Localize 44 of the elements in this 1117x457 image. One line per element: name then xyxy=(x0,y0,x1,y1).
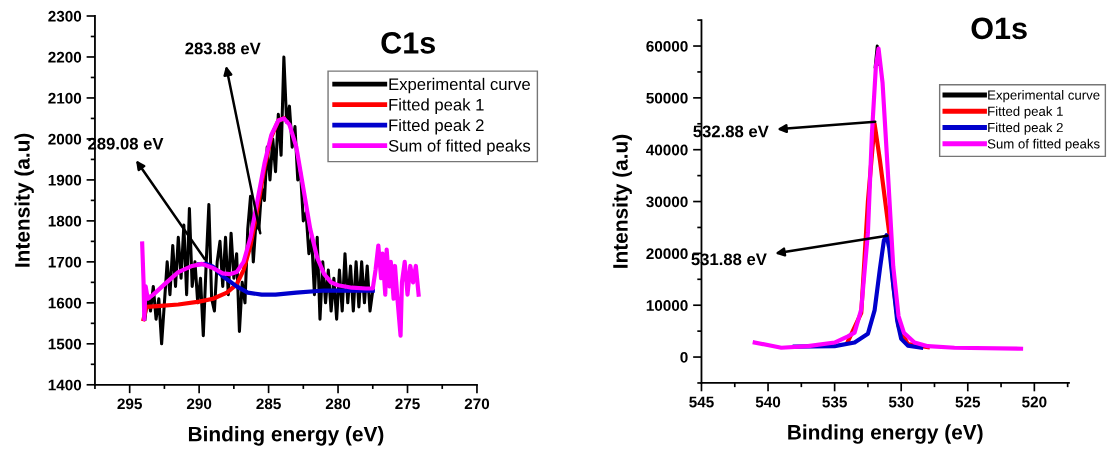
legend-label: Fitted peak 2 xyxy=(988,122,1063,135)
legend-label: Fitted peak 1 xyxy=(389,98,484,114)
y-tick-label: 1700 xyxy=(48,256,82,268)
x-tick-label: 530 xyxy=(888,396,914,408)
x-tick-label: 290 xyxy=(186,398,212,410)
y-tick-label: 60000 xyxy=(646,40,688,52)
y-tick-label: 20000 xyxy=(646,248,688,260)
chart-title: C1s xyxy=(381,32,435,54)
legend-label: Fitted peak 1 xyxy=(988,106,1063,119)
y-axis-title: Intensity (a.u) xyxy=(14,133,34,267)
x-tick-label: 525 xyxy=(955,396,981,408)
x-axis-title: Binding energy (eV) xyxy=(788,424,983,444)
x-tick-label: 535 xyxy=(822,396,847,408)
legend-label: Experimental curve xyxy=(389,77,530,94)
x-axis-title: Binding energy (eV) xyxy=(188,426,384,446)
y-tick-label: 1500 xyxy=(48,338,82,350)
y-tick-label: 1900 xyxy=(48,174,82,186)
x-tick-label: 545 xyxy=(689,396,714,408)
y-tick-label: 2300 xyxy=(48,10,82,22)
y-tick-label: 30000 xyxy=(646,196,688,208)
y-tick-label: 50000 xyxy=(646,92,688,104)
legend-label: Fitted peak 2 xyxy=(389,118,484,135)
chart-title: O1s xyxy=(971,17,1027,40)
x-tick-label: 540 xyxy=(755,396,781,408)
y-tick-label: 40000 xyxy=(646,144,688,156)
y-tick-label: 2200 xyxy=(48,51,82,63)
x-tick-label: 275 xyxy=(395,398,420,410)
y-tick-label: 10000 xyxy=(646,300,688,311)
annotation: 283.88 eV xyxy=(185,42,261,55)
y-tick-label: 1800 xyxy=(48,215,82,227)
x-tick-label: 280 xyxy=(325,398,351,410)
legend-label: Experimental curve xyxy=(988,90,1100,103)
y-tick-label: 1600 xyxy=(48,297,82,309)
legend-label: Sum of fitted peaks xyxy=(388,139,531,155)
y-tick-label: 0 xyxy=(680,351,688,363)
y-tick-label: 1400 xyxy=(48,379,82,391)
x-tick-label: 285 xyxy=(256,398,281,410)
x-tick-label: 520 xyxy=(1022,396,1047,408)
y-tick-label: 2100 xyxy=(48,92,82,104)
y-axis-title: Intensity (a.u) xyxy=(612,134,632,268)
y-tick-label: 2000 xyxy=(48,133,82,145)
legend-label: Sum of fitted peaks xyxy=(987,138,1100,152)
x-tick-label: 295 xyxy=(117,398,142,410)
x-tick-label: 270 xyxy=(464,398,490,410)
